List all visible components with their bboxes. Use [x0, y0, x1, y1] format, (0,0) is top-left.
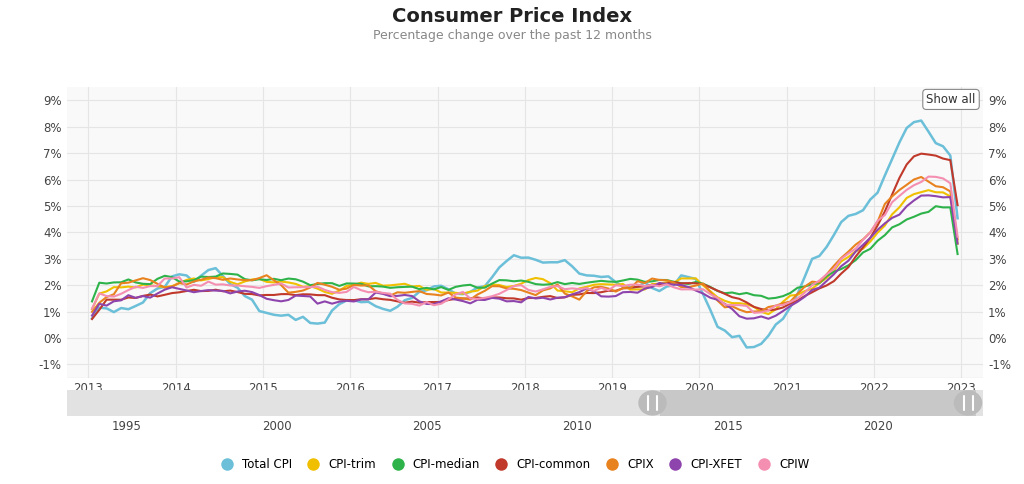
Circle shape: [639, 391, 666, 415]
Legend: Total CPI, CPI-trim, CPI-median, CPI-common, CPIX, CPI-XFET, CPIW: Total CPI, CPI-trim, CPI-median, CPI-com…: [210, 453, 814, 476]
Circle shape: [954, 391, 982, 415]
Text: Show all: Show all: [927, 93, 976, 106]
Bar: [660, 390, 976, 416]
Text: Consumer Price Index: Consumer Price Index: [392, 7, 632, 26]
Text: Percentage change over the past 12 months: Percentage change over the past 12 month…: [373, 29, 651, 42]
